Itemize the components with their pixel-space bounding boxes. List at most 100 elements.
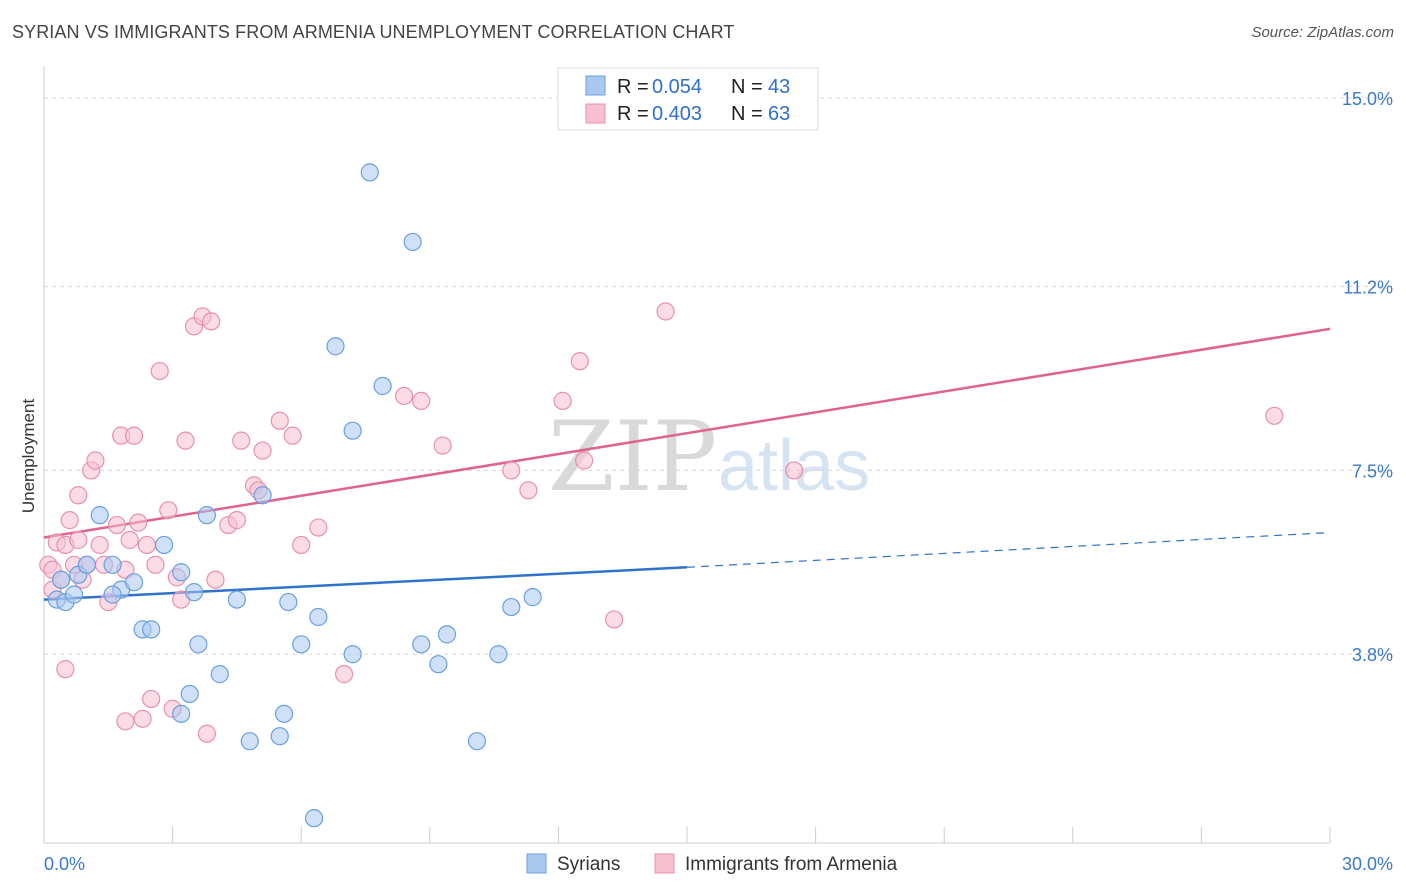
gridlines — [44, 97, 1392, 655]
point-syrians-22 — [270, 727, 289, 746]
point-syrians-42 — [172, 704, 191, 723]
point-syrians-29 — [343, 421, 362, 440]
point-syrians-16 — [189, 635, 208, 654]
legend-r-value-1: 0.054 — [652, 76, 702, 98]
point-armenia-27 — [150, 361, 169, 381]
point-syrians-20 — [240, 732, 259, 751]
point-syrians-35 — [429, 655, 448, 674]
legend-swatch-armenia — [585, 103, 606, 124]
point-armenia-35 — [202, 312, 221, 331]
chart-title: SYRIAN VS IMMIGRANTS FROM ARMENIA UNEMPL… — [12, 22, 735, 42]
point-armenia-26 — [146, 555, 165, 574]
point-armenia-44 — [283, 426, 302, 445]
bottom-legend-label-armenia: Immigrants from Armenia — [685, 854, 898, 875]
point-armenia-56 — [605, 610, 624, 629]
point-syrians-34 — [412, 635, 431, 654]
point-syrians-41 — [103, 585, 122, 604]
y-tick-label-1: 7.5% — [1352, 461, 1393, 481]
watermark-zip: ZIP — [548, 401, 717, 513]
point-armenia-49 — [412, 391, 431, 410]
point-syrians-3 — [64, 585, 84, 604]
legend-r-label-1: R = — [617, 76, 649, 98]
bottom-legend-swatch-armenia — [654, 853, 675, 874]
point-syrians-30 — [343, 645, 362, 664]
point-armenia-28 — [159, 501, 178, 520]
point-syrians-5 — [77, 555, 96, 574]
point-armenia-34 — [197, 724, 216, 743]
point-armenia-13 — [86, 451, 105, 470]
point-syrians-19 — [227, 590, 246, 609]
source-credit: Source: ZipAtlas.com — [1251, 24, 1394, 41]
bottom-legend-label-syrians: Syrians — [557, 854, 620, 875]
legend-n-value-2: 63 — [768, 103, 790, 125]
point-armenia-53 — [553, 391, 572, 410]
point-syrians-37 — [467, 732, 487, 751]
point-syrians-1 — [52, 570, 71, 589]
top-legend: R = 0.054 N = 43 R = 0.403 N = 63 — [557, 67, 819, 131]
point-syrians-39 — [502, 597, 521, 617]
legend-r-label-2: R = — [617, 103, 649, 125]
point-syrians-24 — [279, 592, 298, 612]
point-armenia-62 — [69, 530, 88, 550]
legend-swatch-syrians — [585, 75, 606, 96]
point-syrians-40 — [523, 588, 542, 607]
point-syrians-13 — [172, 563, 191, 582]
point-syrians-11 — [142, 620, 161, 639]
legend-n-label-2: N = — [731, 103, 763, 125]
point-syrians-31 — [360, 163, 379, 182]
trend-line-syrians — [43, 566, 688, 601]
point-syrians-9 — [124, 573, 144, 592]
point-syrians-26 — [304, 809, 324, 828]
point-syrians-28 — [326, 337, 345, 356]
data-points — [39, 163, 1284, 828]
point-armenia-21 — [124, 426, 144, 445]
point-syrians-33 — [403, 232, 422, 252]
y-tick-labels: 3.8% 7.5% 11.2% 15.0% — [1342, 89, 1393, 665]
y-tick-label-2: 11.2% — [1343, 278, 1393, 298]
point-armenia-59 — [1265, 406, 1284, 425]
y-tick-label-3: 15.0% — [1342, 89, 1393, 109]
point-armenia-61 — [116, 712, 135, 731]
point-armenia-45 — [292, 535, 311, 555]
point-syrians-36 — [437, 625, 457, 644]
point-armenia-51 — [502, 461, 521, 480]
point-armenia-57 — [656, 302, 675, 321]
point-syrians-18 — [210, 665, 229, 684]
point-syrians-15 — [180, 684, 199, 704]
point-armenia-14 — [90, 535, 109, 555]
point-armenia-50 — [433, 436, 452, 455]
point-syrians-7 — [103, 555, 122, 574]
point-armenia-58 — [785, 461, 804, 480]
trend-line-syrians-extension — [686, 531, 1331, 568]
point-syrians-17 — [197, 506, 216, 525]
point-armenia-25 — [142, 689, 161, 709]
bottom-legend-swatch-syrians — [526, 853, 547, 874]
bottom-legend: Syrians Immigrants from Armenia — [526, 853, 898, 875]
point-armenia-7 — [60, 511, 79, 530]
legend-r-value-2: 0.403 — [652, 103, 702, 125]
point-armenia-38 — [227, 511, 246, 530]
legend-n-value-1: 43 — [768, 76, 790, 98]
point-syrians-21 — [253, 486, 272, 505]
point-armenia-46 — [309, 518, 328, 537]
x-tick-label-min: 0.0% — [44, 854, 85, 874]
point-syrians-32 — [373, 376, 392, 396]
point-syrians-23 — [274, 704, 294, 723]
point-armenia-22 — [129, 513, 148, 532]
point-syrians-27 — [309, 607, 328, 627]
axes — [43, 66, 1331, 844]
point-armenia-48 — [394, 386, 414, 406]
point-armenia-36 — [206, 570, 225, 589]
legend-n-label-1: N = — [731, 76, 763, 98]
point-syrians-6 — [90, 506, 109, 525]
point-armenia-42 — [253, 441, 272, 460]
point-syrians-25 — [292, 635, 311, 654]
point-armenia-31 — [176, 431, 195, 450]
y-axis-title: Unemployment — [19, 399, 38, 514]
point-syrians-14 — [184, 583, 204, 602]
point-armenia-24 — [137, 535, 156, 555]
point-syrians-12 — [154, 535, 174, 555]
point-armenia-39 — [232, 431, 251, 450]
point-syrians-38 — [489, 645, 508, 664]
